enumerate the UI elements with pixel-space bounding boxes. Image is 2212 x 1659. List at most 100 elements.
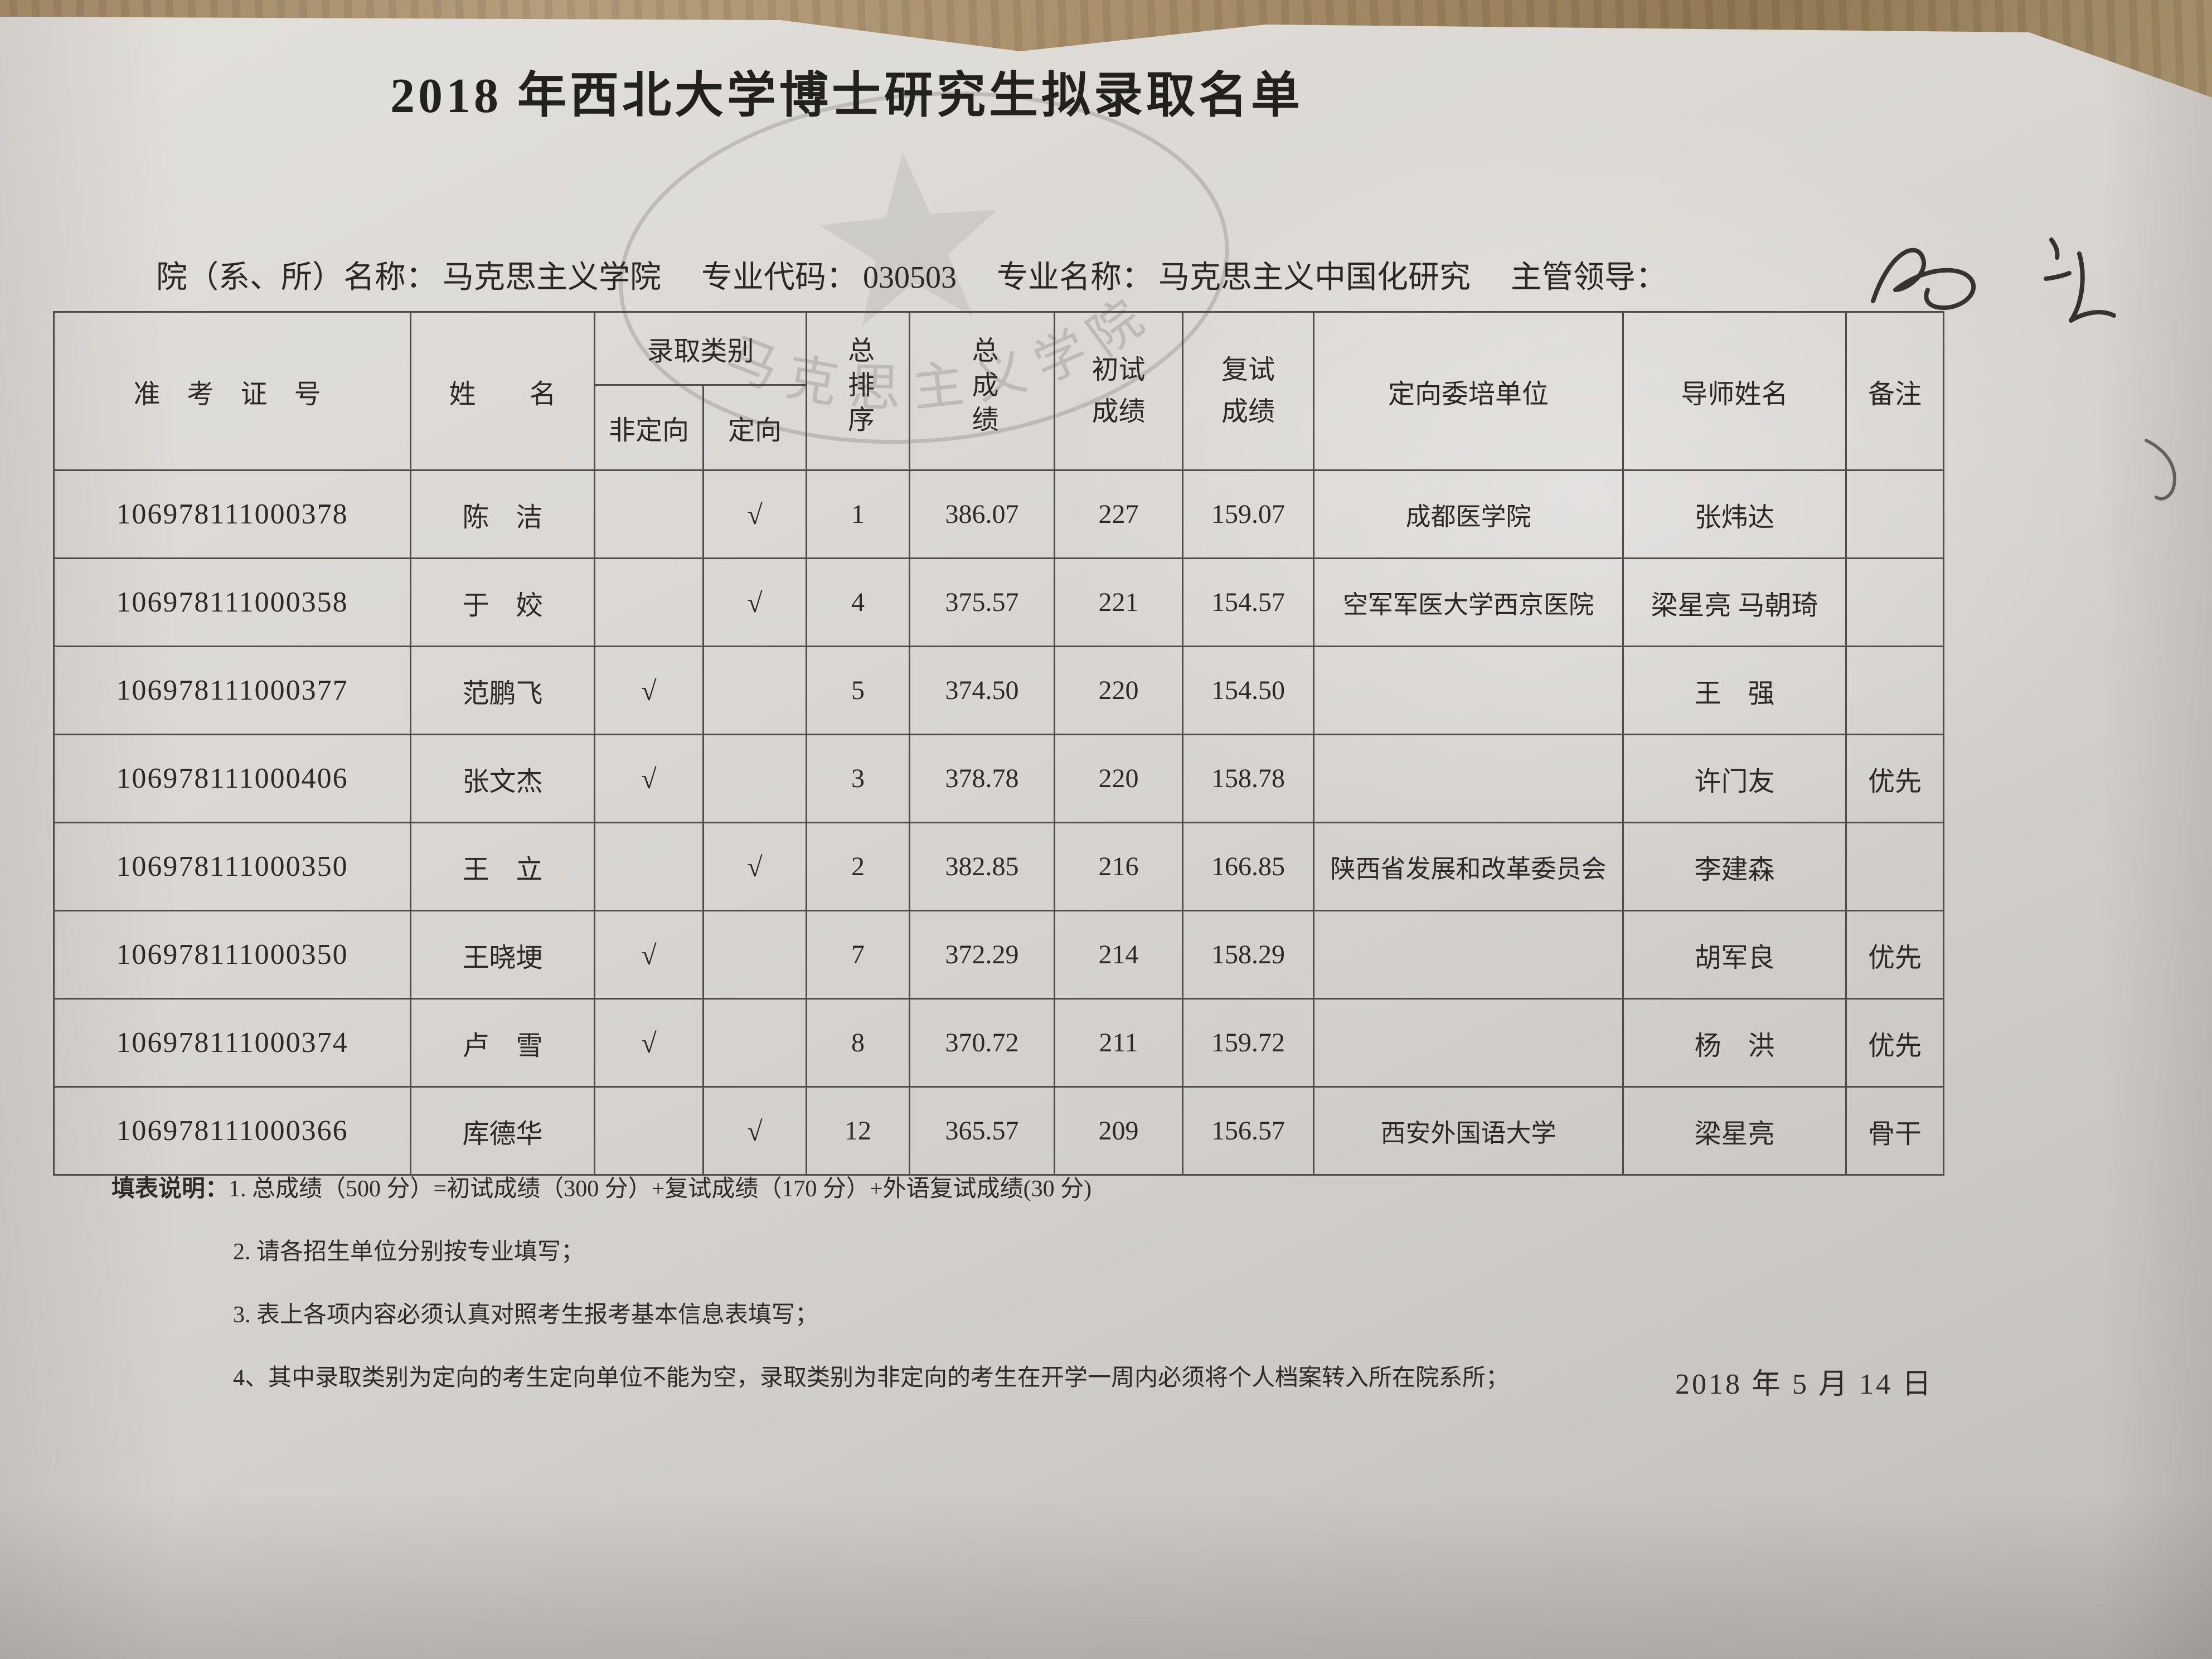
table-row: 106978111000378 陈 洁 √ 1 386.07 227 159.0… — [53, 469, 1945, 559]
cell-directed — [702, 910, 808, 1000]
cell-exam-id: 106978111000378 — [53, 469, 411, 559]
cell-unit — [1313, 646, 1624, 735]
cell-rank: 5 — [806, 646, 911, 735]
cell-name: 库德华 — [410, 1086, 595, 1176]
cell-rank: 12 — [806, 1086, 911, 1176]
cell-rank: 2 — [806, 822, 911, 911]
note-line-1: 填表说明：1. 总成绩（500 分）=初试成绩（300 分）+复试成绩（170 … — [111, 1170, 2063, 1204]
cell-retest: 158.29 — [1182, 910, 1315, 1000]
major-code-value: 030503 — [863, 260, 957, 295]
note-line-3: 3. 表上各项内容必须认真对照考生报考基本信息表填写； — [233, 1296, 2063, 1330]
cell-initial: 220 — [1054, 646, 1184, 735]
cell-initial: 214 — [1054, 910, 1184, 1000]
cell-supervisor: 杨 洪 — [1622, 998, 1847, 1088]
cell-name: 王 立 — [410, 822, 595, 911]
cell-unit: 西安外国语大学 — [1313, 1086, 1624, 1176]
cell-non-directed — [594, 822, 704, 911]
cell-remark — [1845, 469, 1945, 559]
table-row: 106978111000350 王晓埂 √ 7 372.29 214 158.2… — [53, 910, 1945, 1000]
header-exam-id: 准 考 证 号 — [53, 311, 411, 471]
cell-retest: 154.57 — [1182, 557, 1315, 647]
cell-remark — [1845, 646, 1945, 735]
cell-directed: √ — [702, 822, 808, 911]
info-line: 院（系、所）名称： 马克思主义学院 专业代码： 030503 专业名称： 马克思主义中… — [156, 252, 2107, 297]
major-name-value: 马克思主义中国化研究 — [1158, 260, 1471, 295]
cell-directed: √ — [702, 1086, 808, 1176]
cell-exam-id: 106978111000377 — [53, 646, 411, 735]
form-notes: 填表说明：1. 总成绩（500 分）=初试成绩（300 分）+复试成绩（170 … — [111, 1170, 2063, 1422]
header-retest-score: 复试成绩 — [1182, 311, 1315, 471]
page-title: 2018 年西北大学博士研究生拟录取名单 — [390, 69, 1304, 123]
cell-name: 王晓埂 — [410, 910, 595, 1000]
cell-initial: 211 — [1054, 998, 1184, 1088]
cell-directed — [702, 734, 808, 823]
cell-unit — [1313, 998, 1624, 1088]
cell-supervisor: 梁星亮 — [1622, 1086, 1847, 1176]
cell-directed — [702, 998, 808, 1088]
cell-name: 陈 洁 — [410, 469, 595, 559]
cell-non-directed: √ — [594, 646, 704, 735]
header-name: 姓 名 — [410, 311, 595, 471]
cell-non-directed — [594, 469, 704, 559]
cell-total: 378.78 — [909, 734, 1056, 823]
header-admission-category: 录取类别 — [593, 311, 808, 386]
table-row: 106978111000377 范鹏飞 √ 5 374.50 220 154.5… — [53, 646, 1945, 735]
table-row: 106978111000374 卢 雪 √ 8 370.72 211 159.7… — [53, 998, 1945, 1088]
leader-signature — [1871, 237, 2116, 323]
cell-remark — [1845, 557, 1945, 647]
cell-remark: 优先 — [1845, 910, 1945, 1000]
cell-exam-id: 106978111000350 — [53, 822, 411, 911]
cell-retest: 166.85 — [1182, 822, 1315, 911]
cell-total: 375.57 — [909, 557, 1056, 647]
stamp-star-icon — [819, 152, 997, 327]
note-item: 2. 请各招生单位分别按专业填写； — [233, 1239, 585, 1265]
header-remarks: 备注 — [1845, 311, 1945, 471]
cell-supervisor: 李建森 — [1622, 822, 1847, 911]
note-item: 4、其中录取类别为定向的考生定向单位不能为空，录取类别为非定向的考生在开学一周内… — [233, 1365, 1510, 1391]
note-line-2: 2. 请各招生单位分别按专业填写； — [233, 1233, 2063, 1267]
cell-name: 范鹏飞 — [410, 646, 595, 735]
cell-remark — [1845, 822, 1945, 911]
stray-pen-mark — [2145, 439, 2176, 501]
cell-unit — [1313, 734, 1624, 823]
cell-rank: 7 — [806, 910, 911, 1000]
cell-exam-id: 106978111000406 — [53, 734, 411, 823]
header-overall-rank: 总排序 — [806, 311, 911, 471]
cell-exam-id: 106978111000358 — [53, 557, 411, 647]
major-name-label: 专业名称： — [997, 260, 1153, 295]
cell-rank: 3 — [806, 734, 911, 823]
cell-directed: √ — [702, 557, 808, 647]
cell-remark: 优先 — [1845, 734, 1945, 823]
table-row: 106978111000366 库德华 √ 12 365.57 209 156.… — [53, 1086, 1945, 1176]
cell-exam-id: 106978111000366 — [53, 1086, 411, 1176]
cell-rank: 4 — [806, 557, 911, 647]
leader-label: 主管领导： — [1511, 260, 1667, 295]
admission-table: 准 考 证 号 姓 名 录取类别 总排序 总成绩 初试成绩 复试成绩 定向委培单… — [53, 311, 1945, 1176]
cell-initial: 220 — [1054, 734, 1184, 823]
cell-retest: 156.57 — [1182, 1086, 1315, 1176]
cell-initial: 227 — [1054, 469, 1184, 559]
cell-total: 370.72 — [909, 998, 1056, 1088]
notes-label: 填表说明： — [111, 1176, 229, 1202]
cell-non-directed — [594, 1086, 704, 1176]
header-total-score: 总成绩 — [909, 311, 1056, 471]
header-supervisor: 导师姓名 — [1622, 311, 1847, 471]
cell-total: 372.29 — [909, 910, 1056, 1000]
header-non-directed: 非定向 — [594, 384, 704, 471]
cell-supervisor: 许门友 — [1622, 734, 1847, 823]
cell-retest: 159.72 — [1182, 998, 1315, 1088]
cell-retest: 154.50 — [1182, 646, 1315, 735]
cell-remark: 优先 — [1845, 998, 1945, 1088]
cell-initial: 209 — [1054, 1086, 1184, 1176]
document-date: 2018 年 5 月 14 日 — [1675, 1369, 1934, 1400]
cell-exam-id: 106978111000374 — [53, 998, 411, 1088]
cell-supervisor: 胡军良 — [1622, 910, 1847, 1000]
dept-label: 院（系、所）名称： — [156, 260, 437, 295]
cell-unit — [1313, 910, 1624, 1000]
cell-retest: 159.07 — [1182, 469, 1315, 559]
cell-total: 386.07 — [909, 469, 1056, 559]
cell-unit: 陕西省发展和改革委员会 — [1313, 822, 1624, 911]
cell-initial: 221 — [1054, 557, 1184, 647]
dept-value: 马克思主义学院 — [443, 260, 661, 295]
